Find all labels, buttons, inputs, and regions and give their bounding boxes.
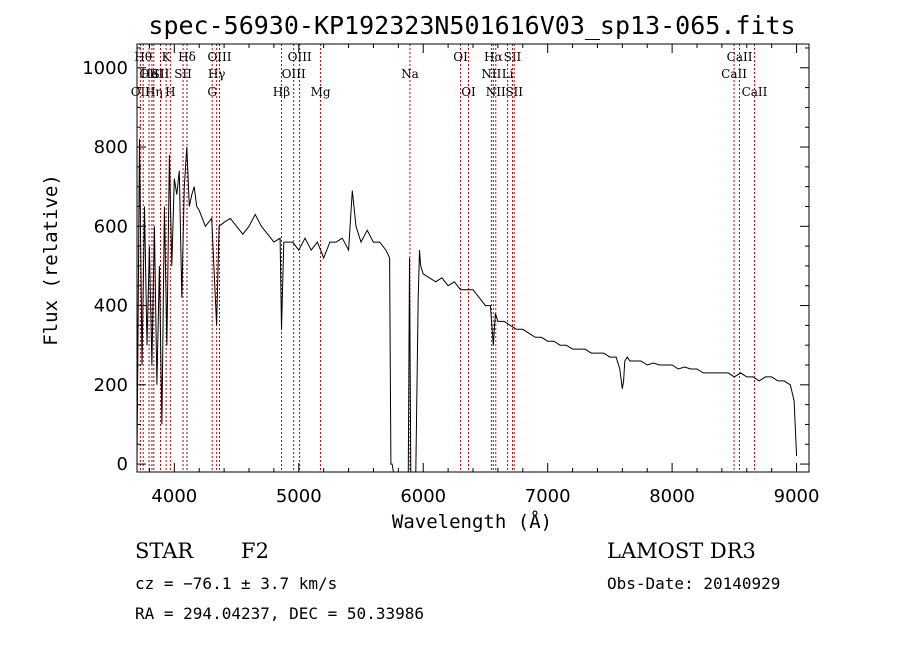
x-tick-label-3: 7000 bbox=[525, 486, 571, 507]
object-subclass: F2 bbox=[241, 539, 269, 563]
chart-title: spec-56930-KP192323N501616V03_sp13-065.f… bbox=[148, 11, 795, 40]
survey-name: LAMOST DR3 bbox=[607, 539, 756, 563]
marker-label-16: Mg bbox=[311, 85, 331, 99]
marker-label-5: SII bbox=[152, 67, 170, 81]
marker-label-8: SII bbox=[174, 67, 192, 81]
x-tick-label-0: 4000 bbox=[151, 486, 197, 507]
object-class: STAR bbox=[135, 539, 194, 563]
x-axis-ticks: 4000 5000 6000 7000 8000 9000 bbox=[148, 44, 820, 507]
marker-label-18: OI bbox=[453, 50, 468, 64]
sky-coordinates: RA = 294.04237, DEC = 50.33986 bbox=[135, 604, 424, 623]
spectrum-line-0 bbox=[136, 139, 798, 473]
spectrum-series bbox=[136, 139, 798, 473]
marker-label-24: SII bbox=[504, 50, 522, 64]
redshift-velocity: cz = −76.1 ± 3.7 km/s bbox=[135, 574, 338, 593]
y-tick-label-3: 600 bbox=[94, 216, 128, 237]
y-tick-label-0: 0 bbox=[117, 454, 128, 475]
marker-label-15: OIII bbox=[288, 50, 312, 64]
marker-label-7: H bbox=[165, 85, 175, 99]
y-tick-label-4: 800 bbox=[94, 137, 128, 158]
marker-label-0: OII bbox=[131, 85, 151, 99]
marker-label-20: NII bbox=[481, 67, 501, 81]
marker-label-12: OIII bbox=[207, 50, 231, 64]
marker-label-14: OIII bbox=[282, 67, 306, 81]
x-tick-label-1: 5000 bbox=[276, 486, 322, 507]
marker-label-28: CaII bbox=[742, 85, 768, 99]
y-tick-label-2: 400 bbox=[94, 296, 128, 317]
marker-label-25: SII bbox=[505, 85, 523, 99]
marker-label-27: CaII bbox=[727, 50, 753, 64]
marker-label-10: G bbox=[207, 85, 217, 99]
marker-label-19: OI bbox=[461, 85, 476, 99]
x-tick-label-2: 6000 bbox=[400, 486, 446, 507]
plot-frame bbox=[136, 43, 810, 473]
marker-label-11: Hγ bbox=[208, 67, 226, 81]
marker-label-21: Hα bbox=[484, 50, 503, 64]
marker-label-26: CaII bbox=[721, 67, 747, 81]
y-axis-ticks: 0 200 400 600 800 1000 bbox=[82, 47, 809, 475]
marker-label-17: Na bbox=[401, 67, 419, 81]
marker-label-9: Hδ bbox=[178, 50, 196, 64]
marker-label-23: Li bbox=[502, 67, 514, 81]
y-tick-label-5: 1000 bbox=[82, 58, 128, 79]
marker-label-3: HeI bbox=[141, 67, 164, 81]
x-axis-label: Wavelength (Å) bbox=[392, 510, 552, 533]
y-tick-label-1: 200 bbox=[94, 375, 128, 396]
x-tick-label-5: 9000 bbox=[774, 486, 820, 507]
y-axis-label: Flux (relative) bbox=[40, 174, 62, 346]
marker-label-22: NII bbox=[486, 85, 506, 99]
x-tick-label-4: 8000 bbox=[649, 486, 695, 507]
observation-date: Obs-Date: 20140929 bbox=[607, 574, 781, 593]
marker-label-13: Hβ bbox=[273, 85, 290, 99]
marker-label-6: K bbox=[162, 50, 172, 64]
marker-label-1: Hθ bbox=[134, 50, 152, 64]
marker-label-4: Hη bbox=[145, 85, 163, 99]
emission-line-markers: OIIHθOIIHeIHηSIIKHSIIHδGHγOIIIHβOIIIOIII… bbox=[131, 44, 768, 472]
